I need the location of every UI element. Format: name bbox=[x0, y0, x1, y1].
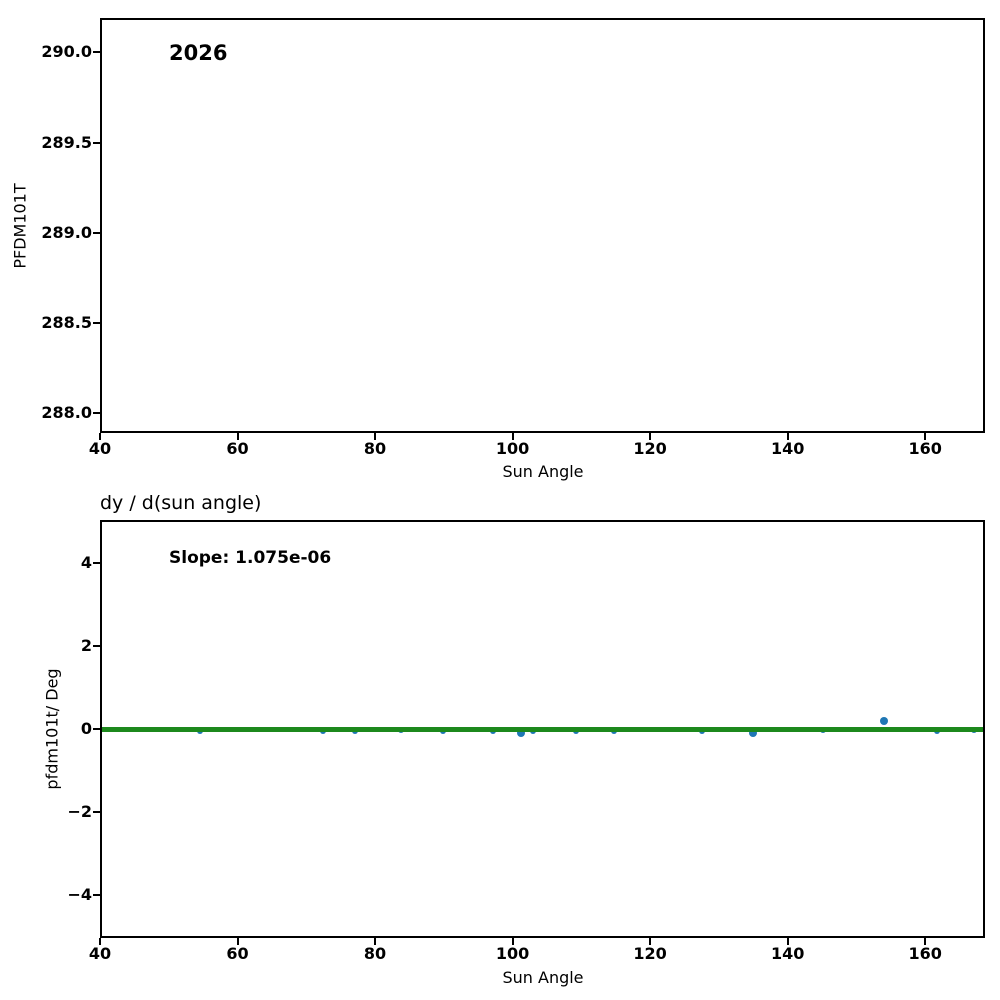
y-tick-label: 4 bbox=[80, 553, 92, 573]
x-tick-label: 160 bbox=[908, 944, 942, 963]
y-tick-label: 290.0 bbox=[41, 42, 92, 62]
y-tick-mark bbox=[93, 231, 100, 234]
x-tick-label: 100 bbox=[495, 944, 530, 963]
x-tick-mark bbox=[511, 433, 514, 440]
x-tick-mark bbox=[649, 433, 652, 440]
y-tick-label: −2 bbox=[67, 801, 92, 821]
x-tick-label: 40 bbox=[88, 944, 112, 963]
x-tick-mark bbox=[99, 938, 101, 945]
y-tick-label: 2 bbox=[80, 636, 92, 656]
y-tick-mark bbox=[93, 728, 100, 730]
x-tick-mark bbox=[924, 938, 927, 945]
x-tick-label: 80 bbox=[363, 439, 387, 458]
x-tick-label: 100 bbox=[495, 439, 530, 458]
x-tick-label: 140 bbox=[770, 439, 805, 458]
x-tick-mark bbox=[511, 938, 514, 945]
x-tick-mark bbox=[374, 938, 377, 945]
y-tick-mark bbox=[93, 810, 100, 813]
y-tick-label: 289.5 bbox=[41, 132, 92, 152]
x-tick-label: 160 bbox=[908, 439, 942, 458]
x-tick-mark bbox=[786, 938, 789, 945]
y-tick-label: 288.5 bbox=[41, 312, 92, 332]
y-tick-mark bbox=[93, 321, 100, 324]
y-tick-mark bbox=[93, 412, 100, 415]
x-tick-label: 40 bbox=[88, 439, 112, 458]
x-tick-label: 120 bbox=[633, 944, 667, 963]
x-tick-label: 80 bbox=[363, 944, 387, 963]
fit-line bbox=[102, 727, 983, 732]
x-tick-mark bbox=[786, 433, 789, 440]
x-tick-label: 120 bbox=[633, 439, 667, 458]
y-tick-mark bbox=[93, 141, 100, 144]
bottom-chart-x-axis-label: Sun Angle bbox=[502, 968, 584, 987]
y-tick-mark bbox=[93, 51, 100, 54]
y-tick-label: 289.0 bbox=[41, 222, 92, 242]
scatter-point bbox=[749, 729, 758, 738]
top-chart-year-annotation: 2026 bbox=[169, 41, 228, 65]
x-tick-label: 140 bbox=[770, 944, 805, 963]
x-tick-mark bbox=[236, 433, 239, 440]
y-tick-label: 0 bbox=[80, 719, 92, 738]
y-tick-mark bbox=[93, 562, 100, 565]
scatter-point bbox=[516, 729, 525, 738]
y-tick-mark bbox=[93, 893, 100, 896]
x-tick-mark bbox=[649, 938, 652, 945]
bottom-chart-title: dy / d(sun angle) bbox=[100, 492, 262, 514]
y-tick-mark bbox=[93, 645, 100, 648]
bottom-chart-slope-annotation: Slope: 1.075e-06 bbox=[169, 548, 332, 568]
y-tick-label: −4 bbox=[67, 884, 92, 904]
x-tick-mark bbox=[99, 433, 101, 440]
x-tick-mark bbox=[374, 433, 377, 440]
x-tick-mark bbox=[236, 938, 239, 945]
top-chart-x-axis-label: Sun Angle bbox=[502, 462, 584, 481]
y-tick-label: 288.0 bbox=[41, 403, 92, 423]
x-tick-label: 60 bbox=[226, 439, 249, 458]
top-chart-plot-area bbox=[100, 18, 985, 433]
x-tick-mark bbox=[924, 433, 927, 440]
x-tick-label: 60 bbox=[226, 944, 249, 963]
scatter-point bbox=[879, 717, 888, 726]
